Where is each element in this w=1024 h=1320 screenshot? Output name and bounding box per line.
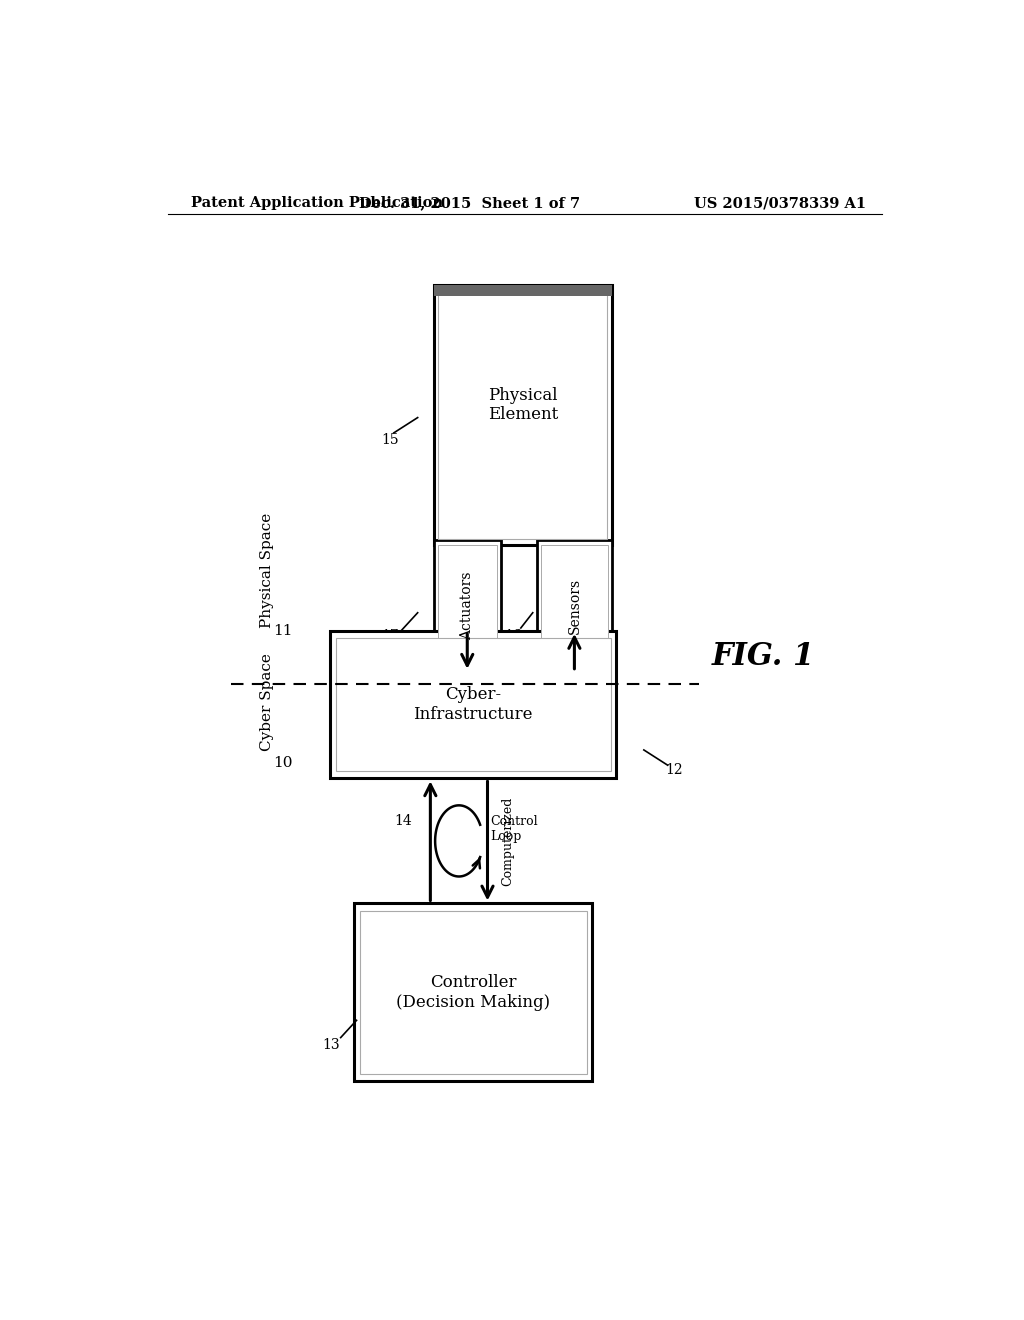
Text: 13: 13 [323,1038,340,1052]
Text: Dec. 31, 2015  Sheet 1 of 7: Dec. 31, 2015 Sheet 1 of 7 [358,197,580,210]
Text: 12: 12 [666,763,683,777]
Text: 17: 17 [381,630,398,643]
Text: Computerized: Computerized [501,796,514,886]
Text: Actuators: Actuators [460,572,474,640]
Text: 10: 10 [273,756,293,770]
Text: Cyber Space: Cyber Space [260,653,273,751]
Bar [354,903,592,1081]
Bar [433,285,612,296]
Text: Cyber-
Infrastructure: Cyber- Infrastructure [414,686,532,723]
Bar [433,285,612,545]
Text: Sensors: Sensors [567,578,582,634]
Text: 11: 11 [273,624,293,638]
Text: 15: 15 [381,433,398,447]
Bar [438,292,607,539]
Bar [433,540,501,672]
Bar [541,545,608,667]
Text: 14: 14 [394,813,413,828]
Text: FIG. 1: FIG. 1 [712,642,814,672]
Bar [336,638,610,771]
Text: Physical Space: Physical Space [260,512,273,628]
Bar [331,631,616,779]
Text: Patent Application Publication: Patent Application Publication [191,197,443,210]
Text: Controller
(Decision Making): Controller (Decision Making) [396,974,550,1011]
Bar [537,540,612,672]
Text: Physical
Element: Physical Element [487,387,558,424]
Text: Control
Loop: Control Loop [490,814,539,842]
Text: 16: 16 [504,630,521,643]
Bar [437,545,497,667]
Text: US 2015/0378339 A1: US 2015/0378339 A1 [694,197,866,210]
Bar [359,911,587,1074]
